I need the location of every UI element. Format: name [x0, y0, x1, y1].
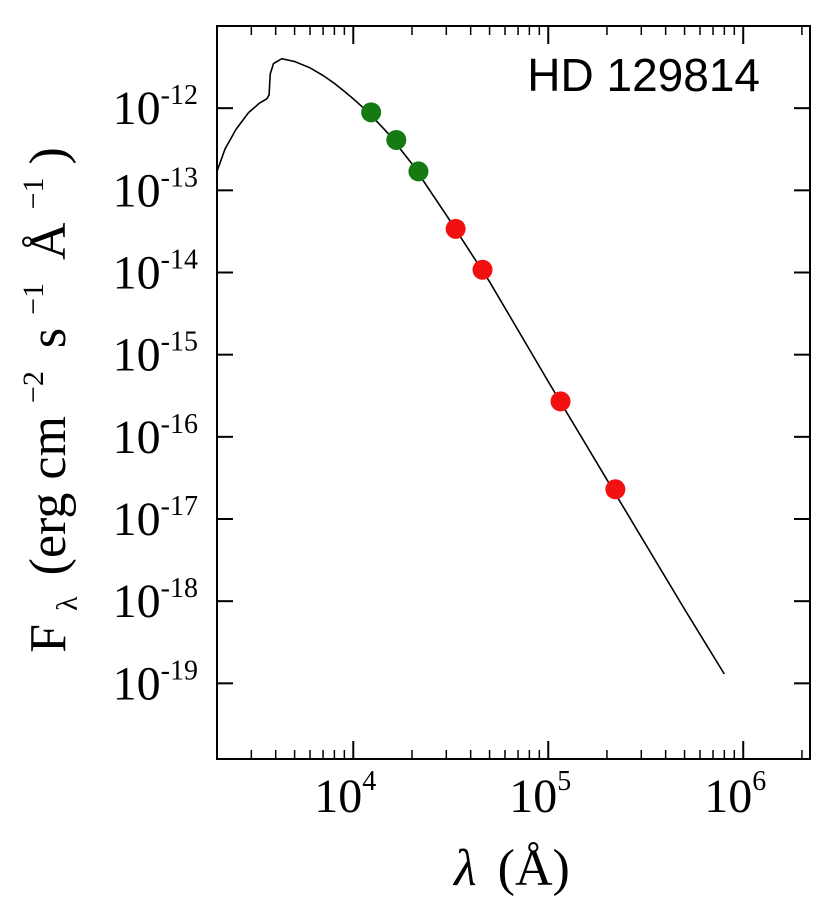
y-axis-exp3: −1	[17, 177, 50, 209]
y-tick-label: 10-14	[113, 245, 198, 300]
photometry-points-layer	[361, 102, 626, 500]
y-tick-exponent: -17	[161, 491, 198, 522]
plot-frame	[216, 25, 811, 760]
x-tick-base: 10	[704, 770, 752, 823]
y-tick-label: 10-18	[113, 573, 198, 628]
y-tick-exponent: -18	[161, 573, 198, 604]
y-tick-exponent: -15	[161, 327, 198, 358]
y-axis-exp2: −1	[17, 283, 50, 315]
model-spectrum-line	[216, 57, 725, 675]
y-tick-exponent: -14	[161, 245, 198, 276]
x-axis-symbol: λ	[452, 840, 477, 897]
y-tick-base: 10	[113, 164, 161, 217]
y-tick-exponent: -13	[161, 162, 198, 193]
photometry-point	[550, 391, 571, 412]
x-tick-base: 10	[314, 770, 362, 823]
x-tick-exponent: 4	[362, 766, 376, 797]
model-spectrum-layer	[216, 57, 725, 675]
y-axis-unit-close: )	[20, 147, 77, 164]
y-tick-base: 10	[113, 411, 161, 464]
y-axis-unit-open: (erg cm	[20, 416, 77, 575]
y-tick-label: 10-16	[113, 409, 198, 464]
y-tick-base: 10	[113, 493, 161, 546]
x-tick-label: 104	[314, 766, 376, 823]
chart-title: HD 129814	[527, 49, 760, 101]
x-tick-label: 106	[704, 766, 766, 823]
photometry-point	[605, 479, 626, 500]
y-tick-label: 10-17	[113, 491, 198, 546]
y-axis-exp1: −2	[17, 371, 50, 403]
y-tick-base: 10	[113, 329, 161, 382]
y-tick-label: 10-15	[113, 327, 198, 382]
y-axis-title: F λ (erg cm −2 s −1 Å −1 )	[0, 147, 89, 653]
photometry-point	[472, 259, 493, 280]
y-tick-exponent: -19	[161, 655, 198, 686]
x-tick-label: 105	[509, 766, 571, 823]
photometry-point	[386, 129, 407, 150]
x-tick-exponent: 5	[557, 766, 571, 797]
y-tick-label: 10-12	[113, 80, 198, 135]
y-tick-base: 10	[113, 657, 161, 710]
x-tick-base: 10	[509, 770, 557, 823]
photometry-point	[445, 218, 466, 239]
y-axis-unit-s: s	[20, 328, 77, 348]
x-tick-exponent: 6	[752, 766, 766, 797]
y-tick-base: 10	[113, 82, 161, 135]
y-tick-base: 10	[113, 575, 161, 628]
y-tick-exponent: -12	[161, 80, 198, 111]
y-tick-exponent: -16	[161, 409, 198, 440]
y-tick-base: 10	[113, 247, 161, 300]
y-axis-symbol-subscript: λ	[51, 596, 84, 611]
y-tick-label: 10-13	[113, 162, 198, 217]
x-axis-title: λ (Å)	[452, 840, 570, 897]
y-tick-label: 10-19	[113, 655, 198, 710]
y-axis-symbol: F	[20, 624, 77, 653]
y-axis-unit-angstrom: Å	[20, 222, 77, 260]
photometry-point	[408, 161, 429, 182]
x-axis-unit: (Å)	[498, 840, 570, 897]
photometry-point	[361, 102, 382, 123]
tick-marks-layer	[216, 26, 810, 759]
tick-labels-layer: 10-1210-1310-1410-1510-1610-1710-1810-19…	[113, 80, 767, 823]
